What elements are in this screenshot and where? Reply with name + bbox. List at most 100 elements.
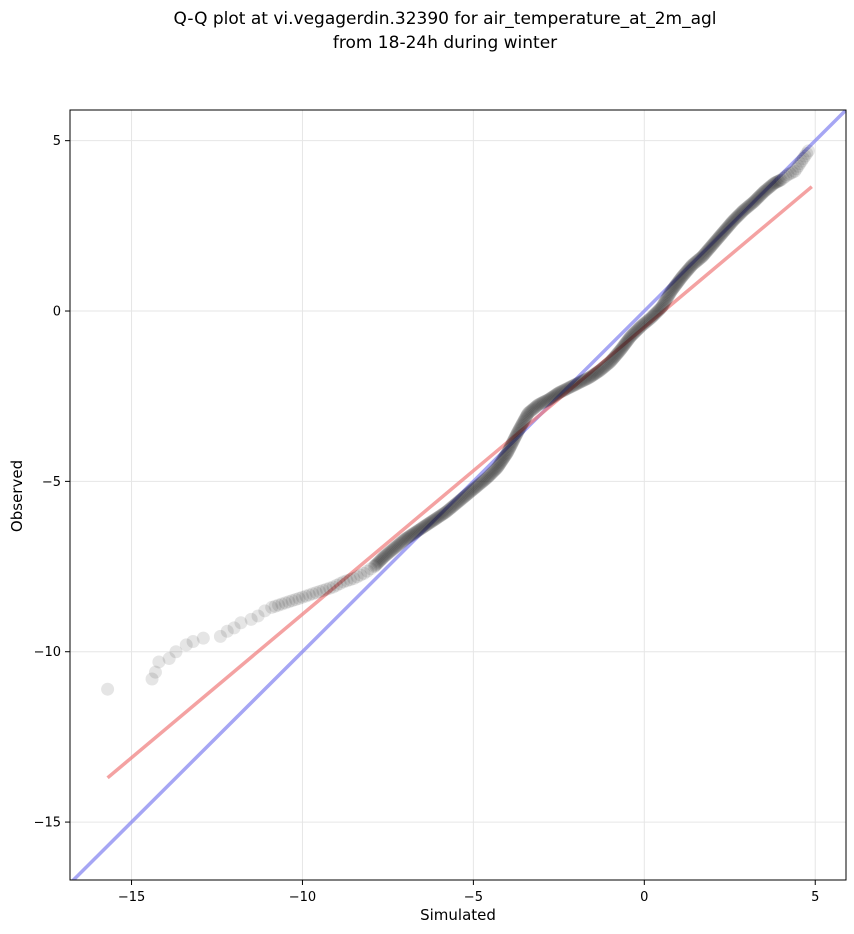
data-point: [645, 310, 659, 324]
data-point: [732, 208, 746, 222]
data-point: [562, 381, 576, 395]
data-point: [692, 252, 706, 266]
data-point: [652, 303, 666, 317]
data-point: [604, 354, 618, 368]
data-point: [526, 402, 540, 416]
data-point: [401, 530, 415, 544]
data-point: [709, 233, 723, 247]
data-point: [522, 405, 536, 419]
data-point: [508, 430, 522, 444]
data-point: [186, 635, 200, 649]
chart-title-line-2: from 18-24h during winter: [333, 33, 557, 53]
data-point: [556, 384, 570, 398]
data-point: [687, 256, 701, 270]
data-point: [722, 218, 736, 232]
data-point: [662, 288, 676, 302]
data-point: [801, 144, 815, 158]
data-point: [762, 181, 776, 195]
data-point: [599, 359, 613, 373]
data-point: [415, 521, 429, 535]
y-tick-label: 0: [53, 305, 61, 320]
data-point: [496, 452, 510, 466]
data-point: [798, 149, 812, 163]
data-point: [519, 410, 533, 424]
data-point: [408, 525, 422, 539]
y-axis-ticks: 5 0 −5 −10 −15: [34, 134, 70, 831]
data-point: [714, 228, 728, 242]
data-point: [744, 197, 758, 211]
data-point: [685, 258, 699, 272]
data-point: [427, 513, 441, 527]
data-point: [507, 432, 521, 446]
data-point: [509, 428, 523, 442]
data-point: [548, 388, 562, 402]
data-point: [754, 188, 768, 202]
data-point: [517, 413, 531, 427]
data-point: [707, 236, 721, 250]
data-point: [400, 531, 414, 545]
data-point: [711, 231, 725, 245]
data-point: [513, 421, 527, 435]
data-point: [701, 243, 715, 257]
data-point: [450, 496, 464, 510]
chart-title-line-1: Q-Q plot at vi.vegagerdin.32390 for air_…: [173, 9, 716, 29]
data-point: [593, 364, 607, 378]
data-point: [551, 387, 565, 401]
data-point: [381, 546, 395, 560]
data-point: [439, 505, 453, 519]
data-point: [502, 443, 516, 457]
data-point: [708, 235, 722, 249]
data-point: [614, 342, 628, 356]
data-point: [392, 537, 406, 551]
data-point: [542, 393, 556, 407]
data-point: [457, 490, 471, 504]
data-point: [658, 295, 672, 309]
data-point: [285, 594, 299, 608]
data-point: [613, 343, 627, 357]
data-point: [425, 514, 439, 528]
data-point: [647, 308, 661, 322]
y-tick-label: −10: [34, 645, 61, 660]
data-point: [299, 589, 313, 603]
data-point: [521, 406, 535, 420]
data-point: [453, 494, 467, 508]
data-point: [520, 408, 534, 422]
data-point: [434, 508, 448, 522]
data-point: [343, 573, 357, 587]
data-point: [789, 162, 803, 176]
data-point: [477, 474, 491, 488]
data-point: [444, 501, 458, 515]
data-point: [650, 305, 664, 319]
data-point: [733, 207, 747, 221]
data-point: [640, 315, 654, 329]
data-point: [463, 485, 477, 499]
data-point: [382, 546, 396, 560]
data-point: [396, 534, 410, 548]
data-point: [800, 146, 814, 160]
y-tick-label: −15: [34, 816, 61, 831]
data-point: [516, 416, 530, 430]
data-point: [585, 369, 599, 383]
data-point: [627, 327, 641, 341]
data-point: [545, 390, 559, 404]
data-point: [742, 199, 756, 213]
data-point: [743, 198, 757, 212]
data-point: [514, 420, 528, 434]
data-point: [670, 277, 684, 291]
data-point: [403, 529, 417, 543]
data-point: [612, 344, 626, 358]
data-point: [644, 311, 658, 325]
data-point: [244, 612, 258, 626]
data-point: [747, 195, 761, 209]
data-point: [609, 349, 623, 363]
data-point: [633, 320, 647, 334]
data-point: [696, 248, 710, 262]
data-point: [646, 309, 660, 323]
data-point: [719, 222, 733, 236]
data-point: [595, 362, 609, 376]
data-point: [498, 449, 512, 463]
data-point: [480, 471, 494, 485]
data-point: [468, 481, 482, 495]
data-point: [603, 355, 617, 369]
